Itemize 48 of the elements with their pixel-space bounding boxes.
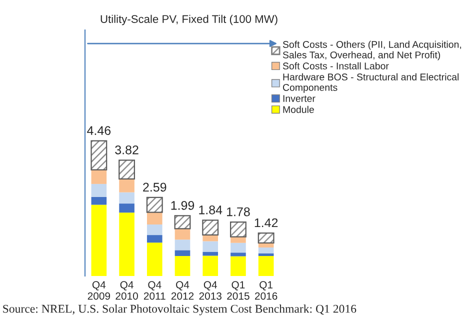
x-tick-label: Q4 2011	[144, 281, 166, 300]
bar	[91, 196, 107, 205]
bar	[202, 256, 218, 276]
bar	[146, 242, 162, 276]
legend-label: Soft Costs - Install Labor	[282, 62, 389, 70]
bar	[119, 192, 134, 204]
bar	[202, 252, 218, 256]
bar	[146, 212, 162, 224]
bar	[146, 224, 162, 236]
legend-label: Module	[283, 106, 314, 114]
bar	[202, 234, 218, 242]
source-note: Source: NREL, U.S. Solar Photovoltaic System Cost Benchmark: Q1 2016	[3, 304, 356, 316]
bar	[258, 247, 274, 254]
x-tick-label: Q4 2009	[88, 281, 110, 300]
annotation: 4.46	[87, 126, 111, 135]
bar	[119, 178, 134, 192]
x-tick-label: Q4 2010	[116, 281, 138, 300]
annotation: 1.42	[254, 218, 278, 228]
bar	[230, 252, 246, 256]
bar	[119, 204, 134, 213]
bar	[174, 250, 190, 256]
x-tick-label: Q1 2015	[227, 281, 250, 300]
annotation: 1.78	[227, 207, 250, 216]
legend-label: Soft Costs - Others (PII, Land Acquisition, Sales Tax, Overhead, and Net Profit)	[282, 40, 462, 60]
bar	[258, 253, 274, 256]
bar	[202, 241, 218, 252]
annotation: 2.59	[143, 182, 166, 192]
chart-title: Utility-Scale PV, Fixed Tilt (100 MW)	[100, 14, 278, 26]
bar	[230, 242, 246, 253]
bar	[230, 256, 246, 276]
x-tick-label: Q4 2012	[171, 281, 194, 300]
x-tick-label: Q4 2013	[199, 281, 222, 300]
bar	[174, 240, 190, 250]
bar	[91, 170, 107, 184]
bar	[258, 256, 274, 276]
bar	[91, 204, 107, 276]
bar	[174, 228, 190, 240]
x-tick-label: Q1 2016	[255, 281, 278, 300]
bar	[230, 236, 246, 243]
annotation: 1.99	[171, 201, 194, 210]
annotation: 1.84	[199, 205, 222, 214]
bar	[174, 256, 190, 276]
bar	[146, 235, 162, 243]
legend-label: Hardware BOS - Structural and Electrical Components	[282, 73, 459, 93]
bar	[91, 184, 107, 197]
annotation: 3.82	[115, 145, 138, 154]
bar	[119, 212, 134, 276]
legend-label: Inverter	[283, 95, 316, 102]
